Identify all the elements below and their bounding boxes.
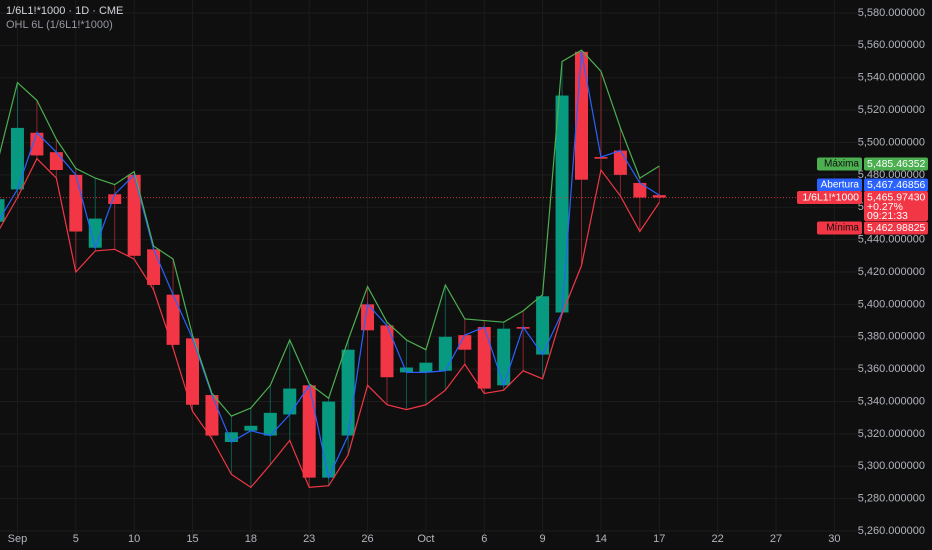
candle-body (244, 425, 258, 431)
tag-value: 5,467.46856 (867, 179, 926, 191)
candle-body (536, 296, 550, 355)
x-tick-label: 15 (186, 533, 198, 545)
candle-body (166, 294, 180, 345)
x-tick-label: Oct (417, 533, 434, 545)
last-countdown: 09:21:33 (867, 210, 908, 222)
tag-value-box (864, 178, 928, 192)
y-tick-label: 5,580.000000 (858, 7, 925, 19)
tag-name-box (817, 157, 862, 171)
tag-value-box (864, 221, 928, 235)
candle-body (341, 349, 355, 436)
x-tick-label: 17 (653, 533, 665, 545)
candle-body (322, 401, 336, 478)
candle-body (613, 150, 627, 175)
candle-body (575, 51, 588, 180)
y-tick-label: 5,380.000000 (858, 331, 925, 343)
candle-body (594, 157, 608, 159)
candle-body (497, 328, 511, 386)
candle-body (419, 362, 433, 373)
x-tick-label: 27 (770, 533, 782, 545)
candle-body (30, 132, 44, 156)
tag-value: 5,462.98825 (867, 222, 926, 234)
last-name: 1/6L1!*1000 (802, 191, 859, 203)
x-tick-label: Sep (8, 533, 28, 545)
candle-body (186, 338, 199, 405)
chart-title: 1/6L1!*1000 · 1D · CME (6, 5, 123, 17)
indicator-line (0, 49, 660, 417)
x-tick-label: 6 (481, 533, 487, 545)
x-tick-label: 23 (303, 533, 315, 545)
last-value: 5,465.97430 (867, 191, 926, 203)
x-tick-label: 10 (128, 533, 140, 545)
y-tick-label: 5,420.000000 (858, 266, 925, 278)
x-tick-label: 14 (595, 533, 607, 545)
candle-body (283, 388, 297, 415)
y-tick-label: 5,260.000000 (858, 525, 925, 537)
y-tick-label: 5,340.000000 (858, 395, 925, 407)
y-tick-label: 5,480.000000 (858, 169, 925, 181)
plot (0, 49, 858, 489)
candle-body (205, 395, 219, 436)
x-tick-label: 5 (73, 533, 79, 545)
candle-body (69, 174, 83, 232)
y-tick-label: 5,540.000000 (858, 72, 925, 84)
tag-name-box (817, 178, 862, 192)
y-tick-label: 5,280.000000 (858, 493, 925, 505)
y-tick-label: 5,560.000000 (858, 39, 925, 51)
last-change: +0.27% (867, 201, 903, 213)
candle-body (147, 249, 161, 285)
indicator-line (0, 157, 660, 489)
y-tick-label: 5,360.000000 (858, 363, 925, 375)
y-tick-label: 5,300.000000 (858, 460, 925, 472)
candle-body (127, 174, 141, 256)
candle-body (49, 152, 63, 170)
y-tick-label: 5,520.000000 (858, 104, 925, 116)
candle-body (399, 367, 413, 373)
candle-body (0, 199, 5, 222)
y-tick-label: 5,400.000000 (858, 298, 925, 310)
last-name-box (797, 191, 862, 204)
candle-body (302, 385, 316, 478)
last-value-box (864, 191, 928, 221)
candle-body (652, 195, 666, 198)
candle-body (380, 325, 394, 378)
candle-body (477, 327, 491, 389)
candle-body (438, 336, 452, 371)
candle-body (224, 432, 238, 442)
x-tick-label: 9 (540, 533, 546, 545)
candle-body (108, 194, 122, 204)
candle-body (633, 182, 647, 198)
tag-value-box (864, 157, 928, 171)
x-tick-label: 30 (828, 533, 840, 545)
tag-name: Mínima (826, 223, 859, 234)
tag-name-box (817, 221, 862, 235)
candle-body (263, 412, 277, 436)
y-tick-label: 5,440.000000 (858, 234, 925, 246)
y-tick-label: 5,500.000000 (858, 136, 925, 148)
x-tick-label: 22 (712, 533, 724, 545)
tag-name: Abertura (821, 180, 860, 191)
x-tick-label: 26 (361, 533, 373, 545)
candle-body (10, 127, 24, 190)
candle-body (555, 95, 569, 313)
candle-body (88, 218, 102, 248)
candle-body (458, 335, 472, 350)
x-tick-label: 18 (245, 533, 257, 545)
chart-subtitle: OHL 6L (1/6L1!*1000) (6, 19, 113, 31)
price-tags: Máxima 5,485.46352 Abertura 5,467.46856 Míni… (797, 157, 928, 235)
indicator-line (0, 51, 660, 480)
tag-name: Máxima (824, 159, 859, 170)
tag-value: 5,485.46352 (867, 158, 926, 170)
y-tick-label: 5,320.000000 (858, 428, 925, 440)
